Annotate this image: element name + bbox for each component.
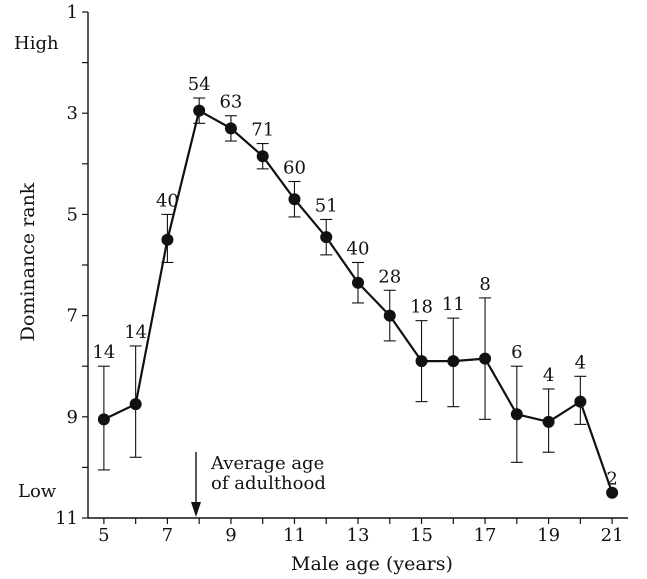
data-point: [256, 150, 269, 163]
sample-size-label: 2: [606, 469, 617, 490]
data-point: [193, 104, 206, 117]
sample-size-label: 60: [283, 158, 306, 179]
x-tick-label: 17: [474, 525, 497, 546]
sample-size-label: 28: [378, 266, 401, 287]
adulthood-annotation: Average age of adulthood: [191, 452, 326, 517]
data-point: [224, 122, 237, 135]
x-tick-label: 5: [98, 525, 109, 546]
sample-size-label: 51: [315, 195, 338, 216]
data-point: [447, 355, 460, 368]
x-tick-label: 11: [283, 525, 306, 546]
data-point: [415, 355, 428, 368]
y-top-label: High: [14, 33, 59, 54]
x-axis-title: Male age (years): [291, 553, 453, 575]
annotation-line2: of adulthood: [211, 473, 326, 494]
data-point: [288, 193, 301, 206]
data-point: [606, 486, 619, 499]
sample-size-label: 71: [251, 120, 274, 141]
data-point: [542, 415, 555, 428]
x-tick-label: 19: [537, 525, 560, 546]
x-tick-label: 21: [601, 525, 624, 546]
x-tick-label: 15: [410, 525, 433, 546]
data-point: [352, 276, 364, 289]
sample-size-label: 6: [511, 342, 522, 363]
y-tick-label: 5: [67, 204, 78, 225]
down-arrow-icon: [191, 502, 201, 517]
sample-size-label: 40: [156, 190, 179, 211]
x-tick-label: 7: [162, 525, 173, 546]
annotation-line1: Average age: [210, 453, 324, 474]
sample-size-label: 11: [442, 294, 465, 315]
sample-size-label: 54: [188, 74, 211, 95]
data-point: [97, 413, 110, 426]
sample-size-label: 14: [92, 342, 115, 363]
sample-size-label: 4: [575, 352, 586, 373]
sample-size-label: 18: [410, 297, 433, 318]
y-tick-label: 7: [67, 306, 78, 327]
data-point: [383, 309, 396, 322]
sample-size-label: 40: [347, 238, 370, 259]
sample-size-label: 63: [219, 92, 242, 113]
x-tick-label: 9: [225, 525, 236, 546]
sample-size-label: 14: [124, 322, 147, 343]
data-point: [129, 398, 142, 411]
data-point: [320, 231, 333, 244]
y-axis-title: Dominance rank: [17, 182, 39, 341]
sample-size-label: 8: [479, 274, 490, 295]
data-point: [574, 395, 587, 408]
y-bottom-label: Low: [18, 481, 57, 502]
sample-size-label: 4: [543, 365, 554, 386]
data-point: [510, 408, 523, 421]
x-tick-label: 13: [347, 525, 370, 546]
data-point: [479, 352, 492, 365]
y-tick-label: 1: [67, 2, 78, 23]
data-points: [97, 104, 619, 499]
y-tick-label: 9: [67, 407, 78, 428]
data-point: [161, 233, 174, 246]
y-tick-label: 3: [67, 103, 78, 124]
y-tick-label: 11: [55, 508, 78, 529]
